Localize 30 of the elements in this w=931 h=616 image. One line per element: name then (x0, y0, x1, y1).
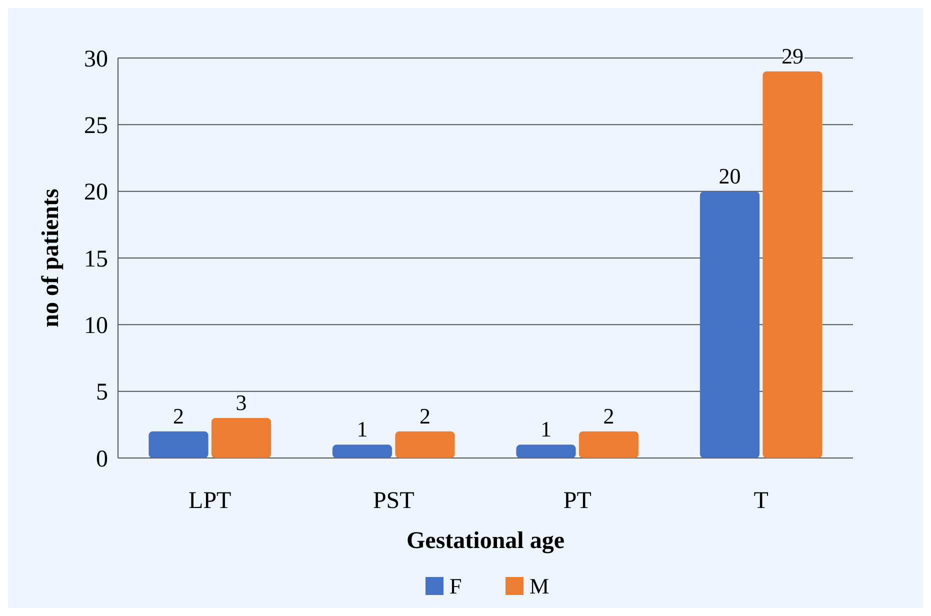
bar (700, 191, 760, 458)
data-label: 2 (173, 403, 184, 428)
y-tick-label: 20 (84, 180, 108, 206)
data-label: 3 (236, 390, 247, 415)
bar (578, 431, 639, 458)
legend-label: F (450, 574, 462, 599)
bar (211, 418, 272, 458)
y-tick-label: 30 (84, 46, 108, 72)
y-tick-label: 25 (84, 113, 108, 140)
bar (148, 431, 208, 458)
bar (395, 431, 455, 458)
x-tick-label: LPT (188, 488, 232, 514)
y-axis-title: no of patients (38, 188, 64, 328)
x-tick-label: PT (563, 488, 592, 514)
x-tick-label: PST (372, 488, 415, 514)
bar (762, 71, 822, 458)
legend-label: M (530, 574, 550, 599)
data-label: 2 (603, 403, 614, 428)
data-label: 2 (419, 403, 430, 428)
x-tick-label: T (754, 488, 769, 514)
y-tick-label: 0 (96, 446, 108, 472)
bar (332, 444, 392, 458)
bar (516, 444, 576, 458)
y-tick-label: 15 (84, 246, 108, 272)
x-axis-title: Gestational age (406, 528, 565, 554)
y-tick-label: 10 (84, 313, 108, 340)
data-label: 20 (718, 163, 741, 188)
data-label: 1 (356, 416, 368, 442)
y-tick-label: 5 (96, 380, 108, 406)
data-label: 1 (540, 416, 552, 442)
